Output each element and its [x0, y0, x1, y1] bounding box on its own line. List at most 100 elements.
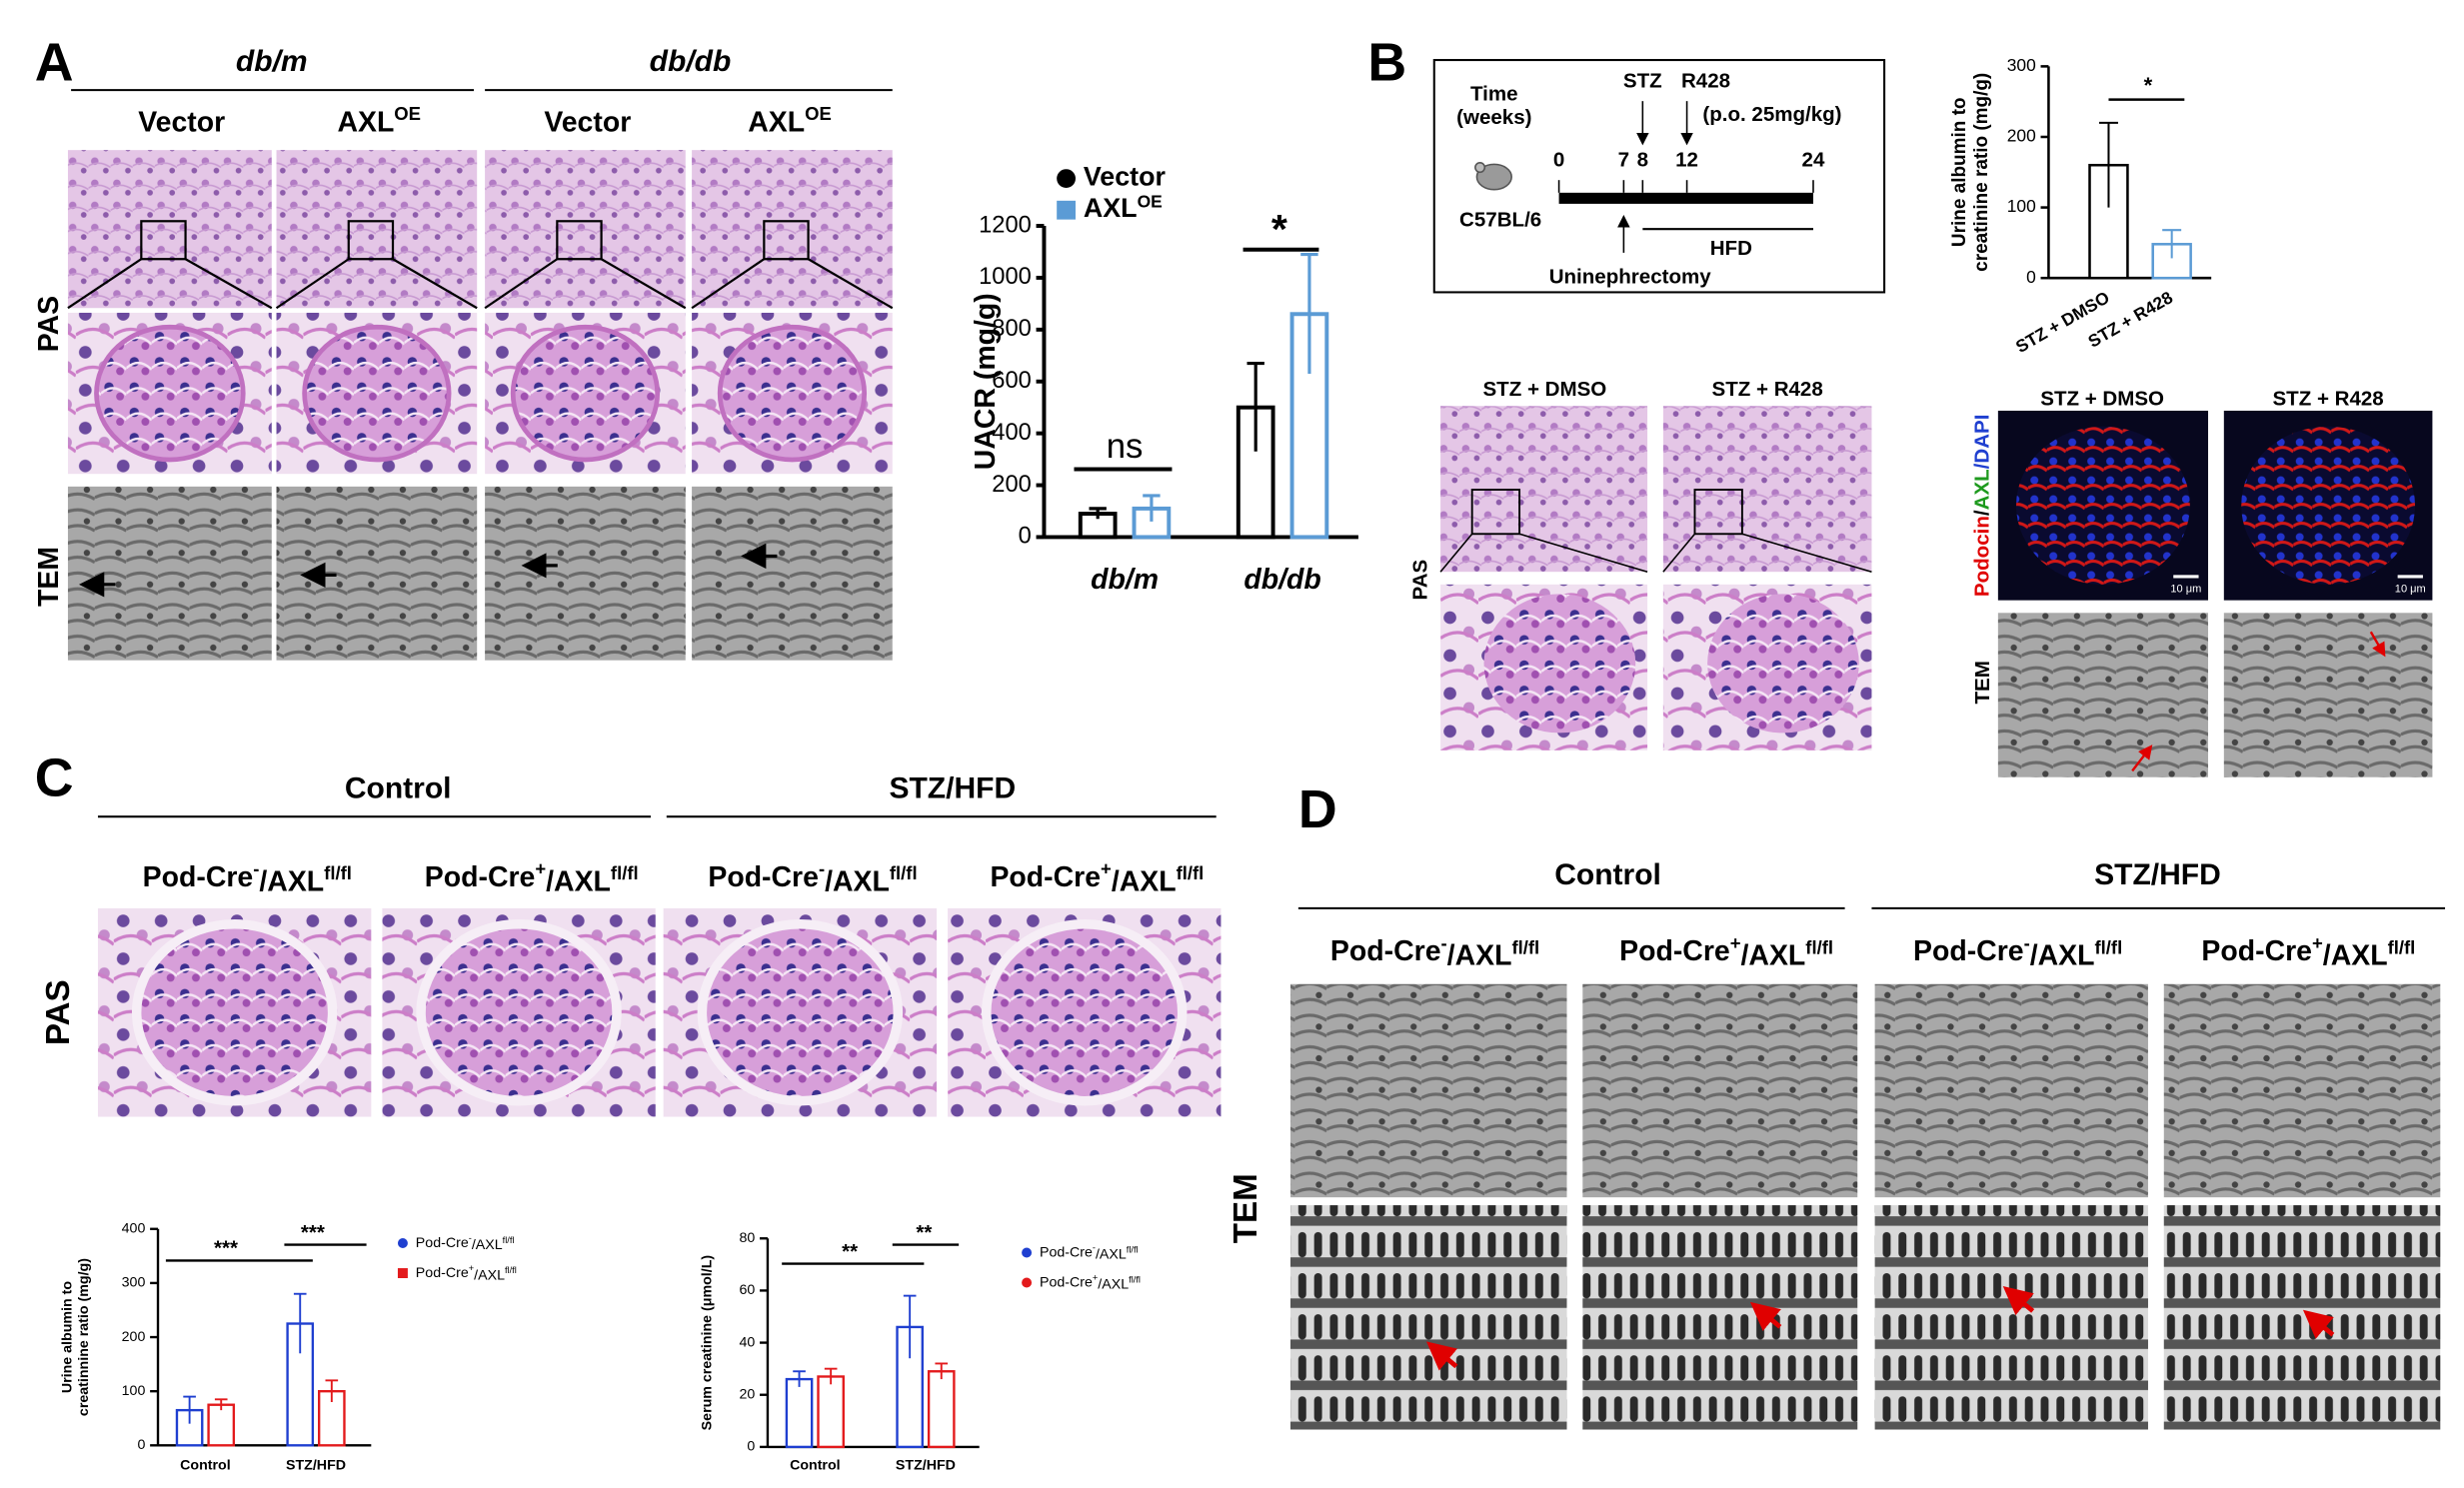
zoom-line: [185, 258, 273, 310]
glomerulus: [302, 324, 452, 463]
y-tick-label: 40: [739, 1334, 755, 1350]
zoom-line: [691, 258, 765, 310]
timeline-text: R428: [1681, 70, 1730, 93]
legend-label: Pod-Cre-/AXLfl/fl: [1040, 1243, 1139, 1263]
text-part: -: [819, 857, 825, 878]
row-label: PAS: [40, 979, 77, 1045]
text-part: Vector: [138, 106, 225, 138]
y-axis-label: Urine albumin to: [59, 1281, 75, 1394]
text-part: +: [1730, 932, 1741, 953]
text-part: fl/fl: [1127, 1245, 1139, 1255]
text-part: Pod-Cre: [1913, 935, 2024, 967]
text-part: AXL: [748, 106, 805, 138]
text-part: /AXL: [1741, 939, 1806, 971]
text-part: +: [469, 1263, 474, 1273]
text-part: AXL: [1971, 469, 1994, 510]
text-part: -: [253, 857, 259, 878]
text-part: -: [2024, 932, 2030, 953]
y-tick-label: 0: [137, 1437, 145, 1453]
bar: [785, 1377, 814, 1449]
micrograph: [692, 486, 893, 661]
text-part: /AXL: [2030, 939, 2095, 971]
x-tick-label: Control: [180, 1458, 231, 1474]
y-tick-label: 800: [992, 316, 1032, 342]
text-part: fl/fl: [1129, 1275, 1141, 1285]
micrograph: [2223, 613, 2433, 777]
legend-label: AXLOE: [1084, 191, 1163, 223]
timeline-tick-label: 7: [1618, 149, 1629, 172]
text-part: +: [1101, 857, 1112, 878]
if-glomerulus: [2016, 426, 2190, 585]
timeline-box: [1432, 59, 1886, 294]
y-tick-label: 1000: [979, 264, 1032, 290]
text-part: -: [1093, 1243, 1096, 1253]
micrograph: [485, 150, 686, 309]
group-label: db/m: [236, 45, 308, 78]
zoom-box: [763, 220, 810, 261]
text-part: +: [2312, 932, 2323, 953]
scale-label: 10 μm: [2395, 584, 2426, 596]
micrograph: [485, 486, 686, 661]
bar: [927, 1370, 956, 1449]
text-part: fl/fl: [2388, 936, 2416, 957]
row-label: TEM: [1228, 1173, 1264, 1243]
row-label: TEM: [1971, 661, 1994, 704]
micrograph: [692, 150, 893, 309]
column-label: STZ + R428: [1712, 378, 1823, 401]
text-part: /AXL: [1098, 1277, 1129, 1293]
zoom-box: [140, 220, 187, 261]
panel-label: A: [35, 33, 74, 93]
micrograph: [67, 150, 272, 309]
zoom-line: [275, 258, 350, 310]
zoom-box: [1693, 489, 1743, 536]
legend-label: Pod-Cre-/AXLfl/fl: [416, 1233, 515, 1253]
timeline-text: Uninephrectomy: [1549, 266, 1712, 289]
column-label: AXLOE: [337, 103, 421, 138]
group-label: Control: [1554, 858, 1661, 891]
y-tick-label: 300: [122, 1275, 146, 1291]
glomerulus: [1483, 594, 1636, 734]
timeline-tick-label: 8: [1637, 149, 1648, 172]
column-label: Pod-Cre+/AXLfl/fl: [425, 857, 639, 896]
text-part: /AXL: [259, 865, 324, 897]
x-tick-label: STZ/HFD: [896, 1458, 956, 1474]
x-tick-label: STZ/HFD: [286, 1458, 346, 1474]
zoom-line: [1439, 533, 1473, 573]
timeline-tick-label: 12: [1675, 149, 1698, 172]
panel-label: C: [35, 748, 74, 808]
annotation: ns: [1107, 428, 1144, 466]
column-label: Pod-Cre+/AXLfl/fl: [1619, 932, 1833, 971]
x-tick-label: db/db: [1243, 564, 1320, 596]
y-tick-label: 200: [122, 1329, 146, 1345]
row-label: PAS: [1409, 560, 1432, 601]
text-part: /AXL: [474, 1267, 505, 1283]
micrograph: [1874, 1205, 2148, 1430]
text-part: -: [469, 1233, 472, 1243]
y-tick-label: 20: [739, 1386, 755, 1402]
text-part: AXL: [1084, 193, 1138, 223]
text-part: fl/fl: [890, 862, 918, 883]
timeline-tick-label: 24: [1802, 149, 1825, 172]
legend-marker: [1057, 200, 1076, 220]
text-part: Pod-Cre: [708, 860, 819, 892]
zoom-box: [556, 220, 603, 261]
text-part: fl/fl: [611, 862, 639, 883]
text-part: Pod-Cre: [1040, 1274, 1093, 1290]
y-tick-label: 1200: [979, 212, 1032, 238]
zoom-line: [1662, 533, 1696, 573]
y-tick-label: 100: [2007, 196, 2036, 216]
panel-label: D: [1298, 779, 1337, 839]
stain-label: Podocin/AXL/DAPI: [1971, 415, 1994, 598]
timeline-text: Time: [1470, 82, 1518, 105]
y-axis-label: creatinnine ratio (mg/g): [76, 1258, 92, 1416]
text-part: Pod-Cre: [1619, 935, 1730, 967]
y-axis-label: Serum creatinine (μmol/L): [700, 1255, 716, 1431]
text-part: /: [1971, 510, 1994, 516]
y-tick-label: 600: [992, 368, 1032, 394]
annotation: **: [842, 1240, 858, 1263]
text-part: OE: [805, 103, 832, 124]
text-part: Pod-Cre: [1330, 935, 1441, 967]
column-label: STZ + R428: [2272, 387, 2383, 410]
legend-marker: [1022, 1247, 1033, 1258]
